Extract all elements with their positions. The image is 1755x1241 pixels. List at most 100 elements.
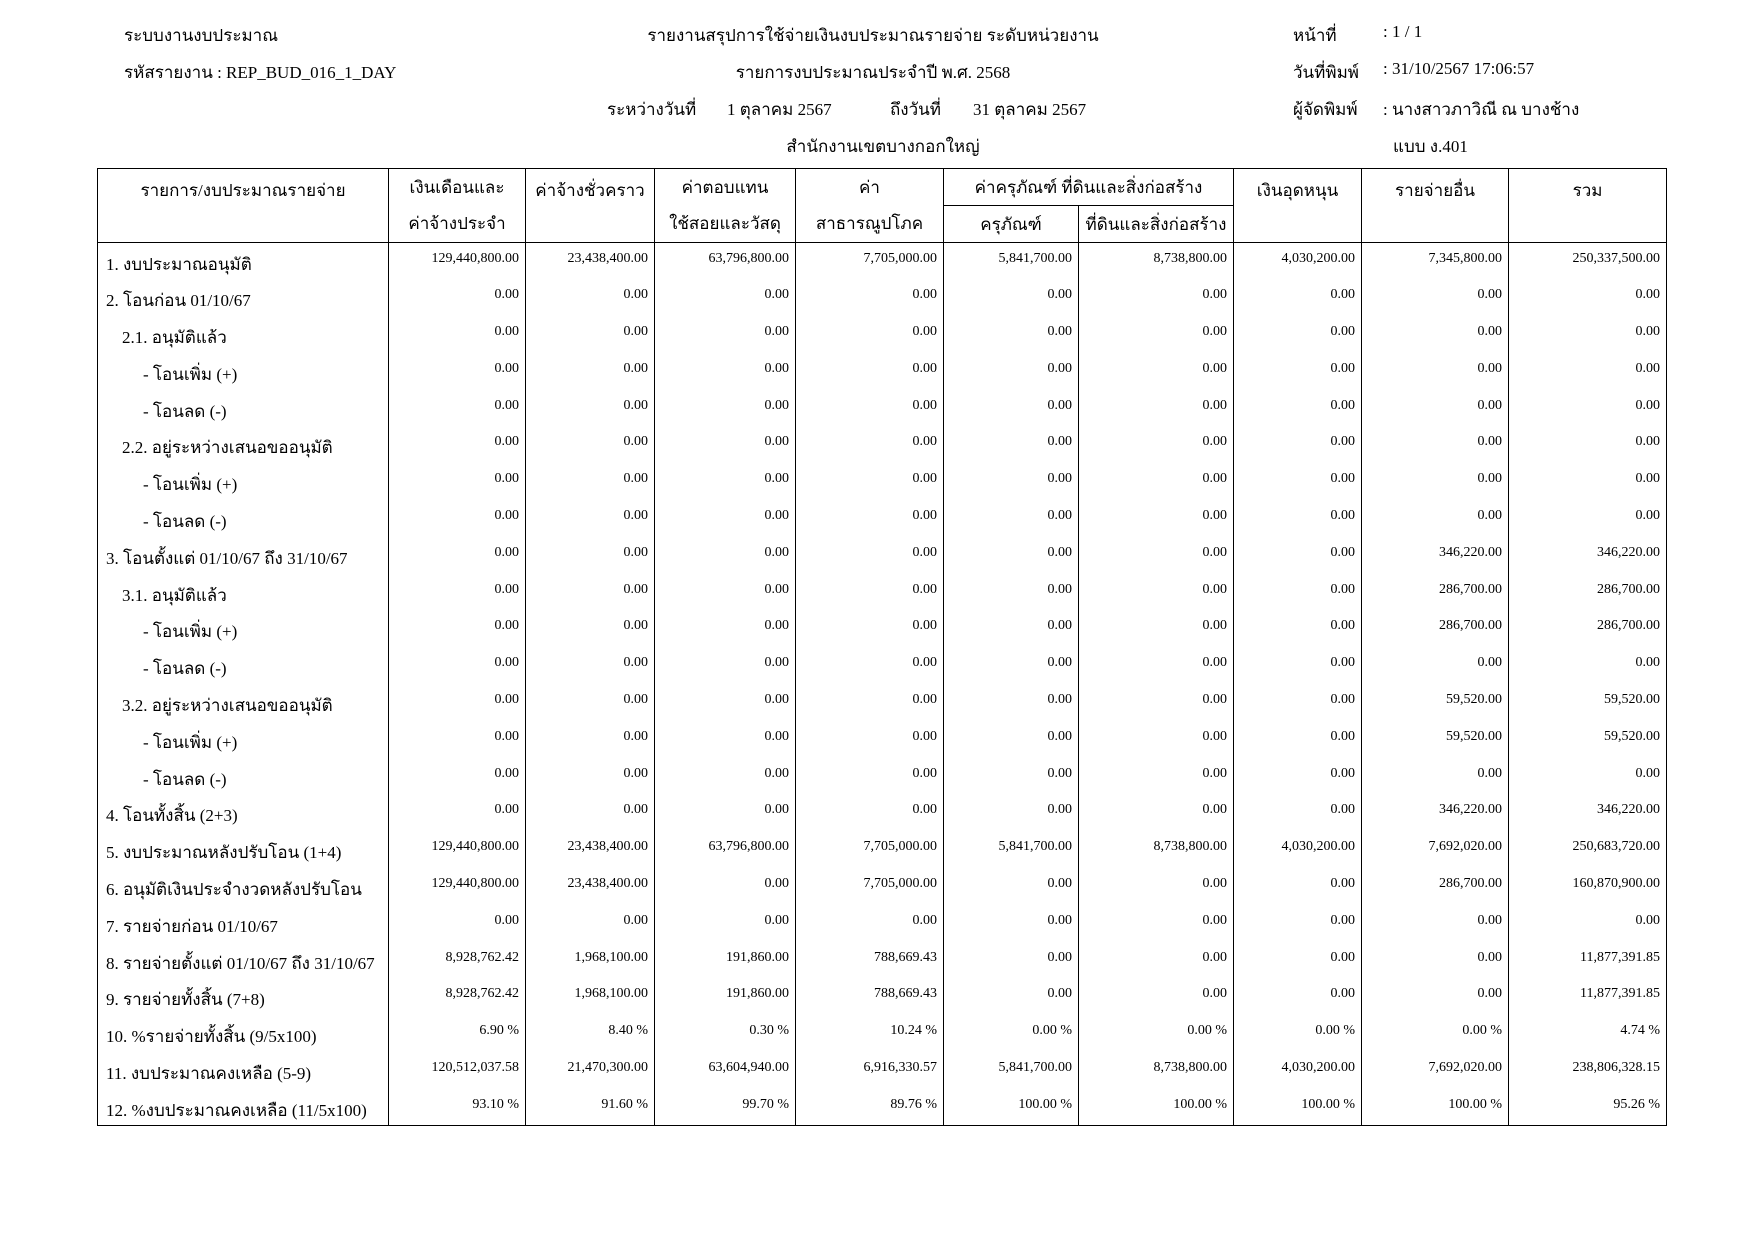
cell-value: 0.00 — [1361, 352, 1510, 390]
cell-value: 0.00 — [1361, 757, 1510, 795]
cell-value: 4,030,200.00 — [1233, 242, 1363, 280]
cell-value: 0.00 — [525, 536, 655, 574]
table-row: 9. รายจ่ายทั้งสิ้น (7+8) 8,928,762.42 1,96… — [97, 978, 1668, 1016]
cell-value: 0.00 — [943, 426, 1079, 464]
cell-value: 0.00 — [1233, 352, 1363, 390]
cell-value: 286,700.00 — [1361, 868, 1510, 905]
cell-value: 0.00 — [943, 352, 1079, 390]
cell-value: 11,877,391.85 — [1508, 941, 1668, 979]
cell-value: 0.00 — [795, 684, 944, 721]
cell-value: 0.00 — [388, 904, 526, 942]
cell-value: 346,220.00 — [1508, 536, 1668, 574]
cell-value: 0.00 — [1233, 904, 1363, 942]
cell-value: 0.00 — [943, 941, 1079, 979]
table-row: - โอนเพิ่ม (+) 0.00 0.00 0.00 0.00 0.00 0.00 0.… — [97, 352, 1668, 390]
cell-value: 0.00 — [1233, 610, 1363, 648]
cell-value: 0.00 — [654, 647, 796, 685]
cell-value: 7,692,020.00 — [1361, 1052, 1510, 1089]
cell-value: 0.00 — [654, 316, 796, 353]
cell-value: 0.00 — [1077, 868, 1235, 905]
from-date: 1 ตุลาคม 2567 — [727, 100, 832, 119]
cell-value: 0.00 — [795, 352, 944, 390]
cell-value: 0.00 — [795, 426, 944, 464]
cell-value: 0.00 — [1077, 904, 1235, 942]
cell-value: 0.00 — [1233, 500, 1363, 537]
cell-value: 0.00 — [654, 757, 796, 795]
cell-value: 286,700.00 — [1508, 610, 1668, 648]
header-temp-wages: ค่าจ้างชั่วคราว — [525, 168, 655, 243]
cell-value: 0.00 — [1077, 389, 1235, 427]
cell-value: 0.00 — [1233, 757, 1363, 795]
cell-value: 0.00 — [1077, 610, 1235, 648]
printer-label: ผู้จัดพิมพ์ — [1293, 100, 1358, 119]
cell-value: 0.00 — [1508, 426, 1668, 464]
cell-value: 0.00 % — [1233, 1015, 1363, 1053]
report-subtitle: รายการงบประมาณประจำปี พ.ศ. 2568 — [735, 63, 1011, 82]
cell-value: 0.00 — [1233, 316, 1363, 353]
header-other: รายจ่ายอื่น — [1361, 168, 1510, 243]
cell-value: 11,877,391.85 — [1508, 978, 1668, 1016]
cell-value: 0.00 — [388, 647, 526, 685]
cell-value: 0.00 — [943, 684, 1079, 721]
cell-value: 0.00 — [525, 794, 655, 832]
cell-value: 0.00 — [1361, 279, 1510, 317]
cell-value: 0.00 — [943, 647, 1079, 685]
cell-value: 0.00 — [943, 904, 1079, 942]
cell-value: 63,604,940.00 — [654, 1052, 796, 1089]
cell-value: 238,806,328.15 — [1508, 1052, 1668, 1089]
cell-value: 0.00 — [1077, 463, 1235, 501]
row-label: 3.1. อนุมัติแล้ว — [97, 573, 389, 611]
form-code: แบบ ง.401 — [1393, 137, 1468, 156]
cell-value: 0.00 — [943, 978, 1079, 1016]
cell-value: 0.00 — [525, 684, 655, 721]
cell-value: 0.00 — [654, 426, 796, 464]
cell-value: 100.00 % — [1361, 1088, 1510, 1126]
row-label: - โอนลด (-) — [97, 389, 389, 427]
cell-value: 0.00 — [1077, 500, 1235, 537]
cell-value: 286,700.00 — [1508, 573, 1668, 611]
printer-value: : นางสาวภาวิณี ณ บางช้าง — [1383, 100, 1580, 119]
cell-value: 100.00 % — [1233, 1088, 1363, 1126]
cell-value: 0.00 — [388, 279, 526, 317]
table-row: 6. อนุมัติเงินประจำงวดหลังปรับโอน 129,440… — [97, 868, 1668, 905]
cell-value: 4,030,200.00 — [1233, 1052, 1363, 1089]
cell-value: 0.00 — [388, 573, 526, 611]
cell-value: 99.70 % — [654, 1088, 796, 1126]
cell-value: 0.00 — [1233, 279, 1363, 317]
cell-value: 0.00 — [1233, 389, 1363, 427]
cell-value: 1,968,100.00 — [525, 978, 655, 1016]
header-compensation-2: ใช้สอยและวัสดุ — [654, 205, 796, 243]
cell-value: 129,440,800.00 — [388, 242, 526, 280]
to-label: ถึงวันที่ — [890, 100, 941, 119]
cell-value: 0.00 — [654, 463, 796, 501]
table-row: 3. โอนตั้งแต่ 01/10/67 ถึง 31/10/67 0.00 0… — [97, 536, 1668, 574]
cell-value: 0.00 — [525, 610, 655, 648]
to-date: 31 ตุลาคม 2567 — [973, 100, 1087, 119]
cell-value: 0.00 — [388, 389, 526, 427]
cell-value: 0.00 — [1508, 316, 1668, 353]
row-label: 6. อนุมัติเงินประจำงวดหลังปรับโอน — [97, 868, 389, 905]
cell-value: 0.00 — [795, 610, 944, 648]
cell-value: 0.00 — [795, 463, 944, 501]
cell-value: 0.00 — [1361, 904, 1510, 942]
cell-value: 0.00 — [525, 573, 655, 611]
page-value: : 1 / 1 — [1383, 22, 1423, 41]
cell-value: 0.00 — [943, 720, 1079, 758]
cell-value: 0.00 — [654, 794, 796, 832]
cell-value: 0.00 — [1233, 684, 1363, 721]
cell-value: 0.00 — [1508, 463, 1668, 501]
cell-value: 0.00 — [795, 794, 944, 832]
cell-value: 0.00 — [943, 757, 1079, 795]
header-salary: เงินเดือนและ — [388, 168, 526, 206]
table-row: - โอนลด (-) 0.00 0.00 0.00 0.00 0.00 0.00 0.00 0… — [97, 500, 1668, 537]
header-salary-2: ค่าจ้างประจำ — [388, 205, 526, 243]
header-land: ที่ดินและสิ่งก่อสร้าง — [1077, 205, 1235, 243]
cell-value: 0.00 — [795, 757, 944, 795]
cell-value: 6.90 % — [388, 1015, 526, 1053]
cell-value: 788,669.43 — [795, 978, 944, 1016]
print-date-label: วันที่พิมพ์ — [1293, 63, 1359, 82]
cell-value: 0.00 — [795, 279, 944, 317]
row-label: 5. งบประมาณหลังปรับโอน (1+4) — [97, 831, 389, 869]
cell-value: 0.00 — [388, 684, 526, 721]
cell-value: 0.00 — [388, 794, 526, 832]
